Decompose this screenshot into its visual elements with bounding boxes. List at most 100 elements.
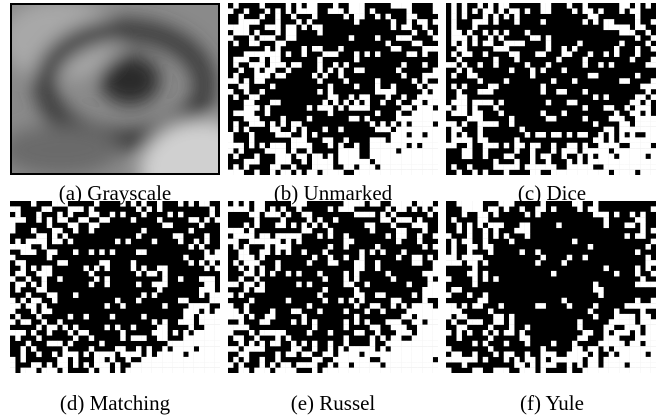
pixel: [535, 249, 541, 255]
pixel: [624, 148, 630, 154]
pixel: [291, 24, 297, 31]
pixel: [41, 287, 47, 293]
pixel: [650, 137, 657, 143]
pixel: [214, 335, 221, 341]
pixel: [380, 351, 386, 358]
pixel: [249, 40, 255, 47]
pixel: [348, 367, 355, 374]
pixel: [188, 201, 194, 207]
pixel: [422, 158, 428, 165]
pixel: [432, 110, 439, 117]
pixel: [259, 254, 265, 261]
pixel: [359, 346, 365, 352]
pixel: [645, 158, 651, 165]
pixel: [146, 356, 152, 363]
pixel: [572, 142, 578, 149]
pixel: [36, 313, 42, 320]
pixel: [36, 287, 42, 293]
pixel: [417, 217, 423, 223]
pixel: [375, 110, 381, 117]
pixel: [238, 110, 244, 117]
pixel: [136, 346, 142, 352]
pixel: [422, 105, 428, 111]
pixel: [354, 169, 360, 176]
pixel: [417, 83, 423, 90]
pixel: [243, 244, 250, 250]
pixel: [322, 126, 328, 133]
pixel: [249, 346, 255, 352]
pixel: [285, 153, 292, 160]
pixel: [650, 319, 657, 325]
pixel: [417, 335, 423, 341]
pixel: [20, 351, 26, 358]
pixel: [151, 367, 158, 374]
pixel: [322, 105, 328, 111]
pixel: [645, 346, 651, 352]
pixel: [598, 287, 604, 293]
pixel: [629, 153, 636, 160]
pixel: [333, 3, 339, 9]
pixel: [209, 335, 215, 341]
pixel: [178, 351, 184, 358]
pixel: [593, 148, 599, 154]
pixel: [141, 211, 147, 218]
pixel: [432, 153, 439, 160]
pixel: [249, 254, 255, 261]
pixel: [354, 13, 360, 20]
pixel: [228, 35, 234, 41]
pixel: [451, 238, 457, 245]
pixel: [199, 276, 205, 282]
pixel: [338, 297, 344, 304]
pixel: [608, 24, 615, 31]
pixel: [467, 137, 473, 143]
pixel: [551, 148, 557, 154]
pixel: [427, 330, 433, 336]
pixel: [285, 335, 292, 341]
pixel: [354, 83, 360, 90]
pixel: [509, 51, 515, 57]
pixel: [270, 330, 276, 336]
pixel: [582, 19, 588, 25]
pixel: [493, 227, 499, 234]
pixel: [375, 137, 381, 143]
pixel: [456, 110, 462, 117]
pixel: [482, 121, 489, 127]
pixel: [322, 276, 328, 282]
pixel: [291, 62, 297, 68]
pixel: [545, 153, 552, 160]
pixel: [635, 335, 641, 341]
pixel: [249, 330, 255, 336]
pixel: [456, 99, 462, 106]
pixel: [587, 169, 594, 176]
pixel: [275, 367, 281, 374]
pixel: [36, 270, 42, 277]
pixel: [275, 99, 281, 106]
pixel: [264, 313, 271, 320]
pixel: [157, 362, 163, 368]
pixel: [572, 46, 578, 52]
pixel: [354, 356, 360, 363]
pixel: [364, 115, 370, 122]
pixel: [650, 115, 657, 122]
pixel: [259, 62, 265, 68]
pixel: [582, 62, 588, 68]
pixel: [446, 356, 452, 363]
pixel: [587, 346, 594, 352]
pixel: [640, 227, 646, 234]
pixel: [343, 362, 349, 368]
pixel: [301, 126, 307, 133]
pixel: [291, 201, 297, 207]
pixel: [477, 137, 483, 143]
pixel: [519, 206, 525, 212]
pixel: [446, 346, 452, 352]
pixel: [640, 137, 646, 143]
pixel: [264, 367, 271, 374]
pixel: [338, 142, 344, 149]
pixel: [364, 222, 370, 229]
pixel: [57, 276, 63, 282]
pixel: [461, 3, 468, 9]
pixel: [15, 260, 21, 266]
pixel: [375, 13, 381, 20]
pixel: [312, 340, 318, 347]
pixel: [551, 206, 557, 212]
